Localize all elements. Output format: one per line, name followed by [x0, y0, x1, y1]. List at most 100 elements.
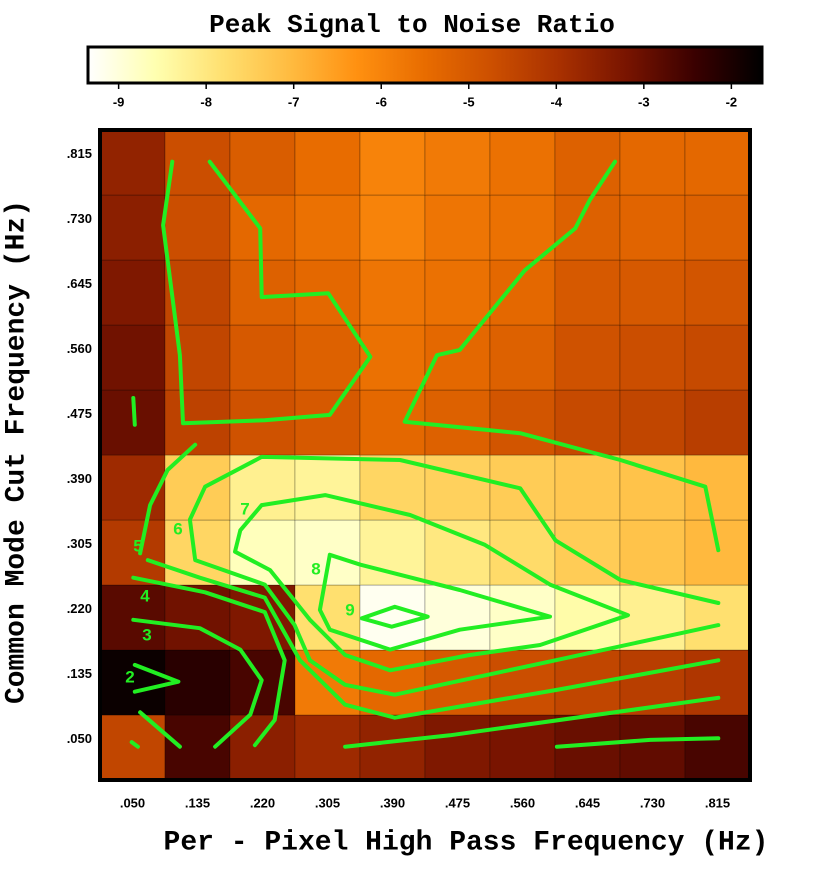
x-axis-title: Per - Pixel High Pass Frequency (Hz)	[164, 827, 769, 858]
heatmap-cell	[99, 454, 166, 521]
colorbar-tick-label: -6	[375, 94, 387, 109]
contour-label: 2	[125, 667, 134, 686]
heatmap-cell	[294, 454, 361, 521]
heatmap-cell	[164, 714, 231, 781]
colorbar-title: Peak Signal to Noise Ratio	[209, 10, 615, 40]
x-tick-label: .050	[120, 795, 145, 810]
heatmap-cell	[99, 129, 166, 196]
heatmap-cell	[99, 584, 166, 651]
y-tick-label: .475	[67, 406, 92, 421]
plot-frame	[98, 128, 752, 782]
x-tick-label: .560	[510, 795, 535, 810]
heatmap-cell	[229, 129, 296, 196]
heatmap-cell	[424, 714, 491, 781]
heatmap-cell	[424, 454, 491, 521]
heatmap-cell	[164, 194, 231, 261]
heatmap-cell	[619, 519, 686, 586]
heatmap-cell	[359, 259, 426, 326]
heatmap-cell	[229, 324, 296, 391]
contour-line	[132, 662, 181, 694]
heatmap-cell	[294, 324, 361, 391]
x-tick-label: .475	[445, 795, 470, 810]
contour-label: 7	[240, 499, 249, 518]
y-tick-label: .220	[67, 601, 92, 616]
heatmap-cell	[554, 129, 621, 196]
contours: 2 3 4 5 6 7 8 9	[125, 159, 721, 749]
heatmap-cell	[164, 129, 231, 196]
heatmap	[99, 129, 751, 781]
heatmap-cell	[424, 389, 491, 456]
heatmap-cell	[684, 454, 751, 521]
heatmap-cell	[619, 714, 686, 781]
x-tick-label: .220	[250, 795, 275, 810]
heatmap-cell	[489, 129, 556, 196]
heatmap-cell	[229, 584, 296, 651]
colorbar-tick-label: -2	[726, 94, 738, 109]
heatmap-cell	[684, 389, 751, 456]
heatmap-cell	[99, 519, 166, 586]
heatmap-cell	[359, 194, 426, 261]
y-tick-label: .730	[67, 211, 92, 226]
contour-line	[317, 552, 552, 652]
heatmap-cell	[619, 324, 686, 391]
heatmap-cell	[619, 259, 686, 326]
heatmap-cell	[619, 389, 686, 456]
heatmap-cell	[489, 259, 556, 326]
heatmap-cell	[684, 519, 751, 586]
y-tick-label: .135	[67, 666, 92, 681]
y-tick-label: .645	[67, 276, 92, 291]
heatmap-cell	[684, 259, 751, 326]
heatmap-cell	[554, 454, 621, 521]
heatmap-cell	[489, 324, 556, 391]
heatmap-cell	[619, 454, 686, 521]
heatmap-cell	[684, 194, 751, 261]
contour-label: 4	[140, 586, 150, 605]
heatmap-cell	[99, 259, 166, 326]
heatmap-cell	[619, 129, 686, 196]
heatmap-cell	[619, 194, 686, 261]
heatmap-cell	[294, 129, 361, 196]
heatmap-cell	[489, 194, 556, 261]
x-tick-label: .815	[705, 795, 730, 810]
heatmap-cell	[684, 584, 751, 651]
heatmap-cell	[554, 324, 621, 391]
heatmap-cell	[164, 519, 231, 586]
heatmap-cell	[99, 194, 166, 261]
heatmap-cell	[489, 649, 556, 716]
heatmap-cell	[684, 129, 751, 196]
colorbar-tick-label: -3	[638, 94, 650, 109]
heatmap-cell	[359, 584, 426, 651]
heatmap-cell	[359, 649, 426, 716]
contour-label: 5	[133, 536, 142, 555]
heatmap-cell	[359, 714, 426, 781]
contour-line	[187, 454, 721, 697]
heatmap-cell	[554, 584, 621, 651]
contour-label: 8	[311, 559, 320, 578]
x-tick-label: .645	[575, 795, 600, 810]
heatmap-cell	[424, 194, 491, 261]
contour-line	[129, 617, 721, 749]
colorbar-tick-label: -4	[551, 94, 563, 109]
x-tick-label: .730	[640, 795, 665, 810]
heatmap-cell	[294, 194, 361, 261]
contour-line	[233, 493, 630, 673]
y-tick-label: .815	[67, 146, 92, 161]
x-tick-label: .135	[185, 795, 210, 810]
x-tick-label: .305	[315, 795, 340, 810]
y-tick-label: .390	[67, 471, 92, 486]
x-tick-label: .390	[380, 795, 405, 810]
y-tick-label: .050	[67, 731, 92, 746]
colorbar-tick-label: -5	[463, 94, 475, 109]
heatmap-cell	[684, 649, 751, 716]
contour-line	[359, 604, 430, 629]
colorbar-tick-label: -7	[288, 94, 300, 109]
y-tick-label: .305	[67, 536, 92, 551]
heatmap-cell	[359, 519, 426, 586]
heatmap-cell	[164, 324, 231, 391]
heatmap-cell	[99, 324, 166, 391]
contour-label: 9	[345, 600, 354, 619]
heatmap-cell	[489, 454, 556, 521]
heatmap-cell	[424, 129, 491, 196]
